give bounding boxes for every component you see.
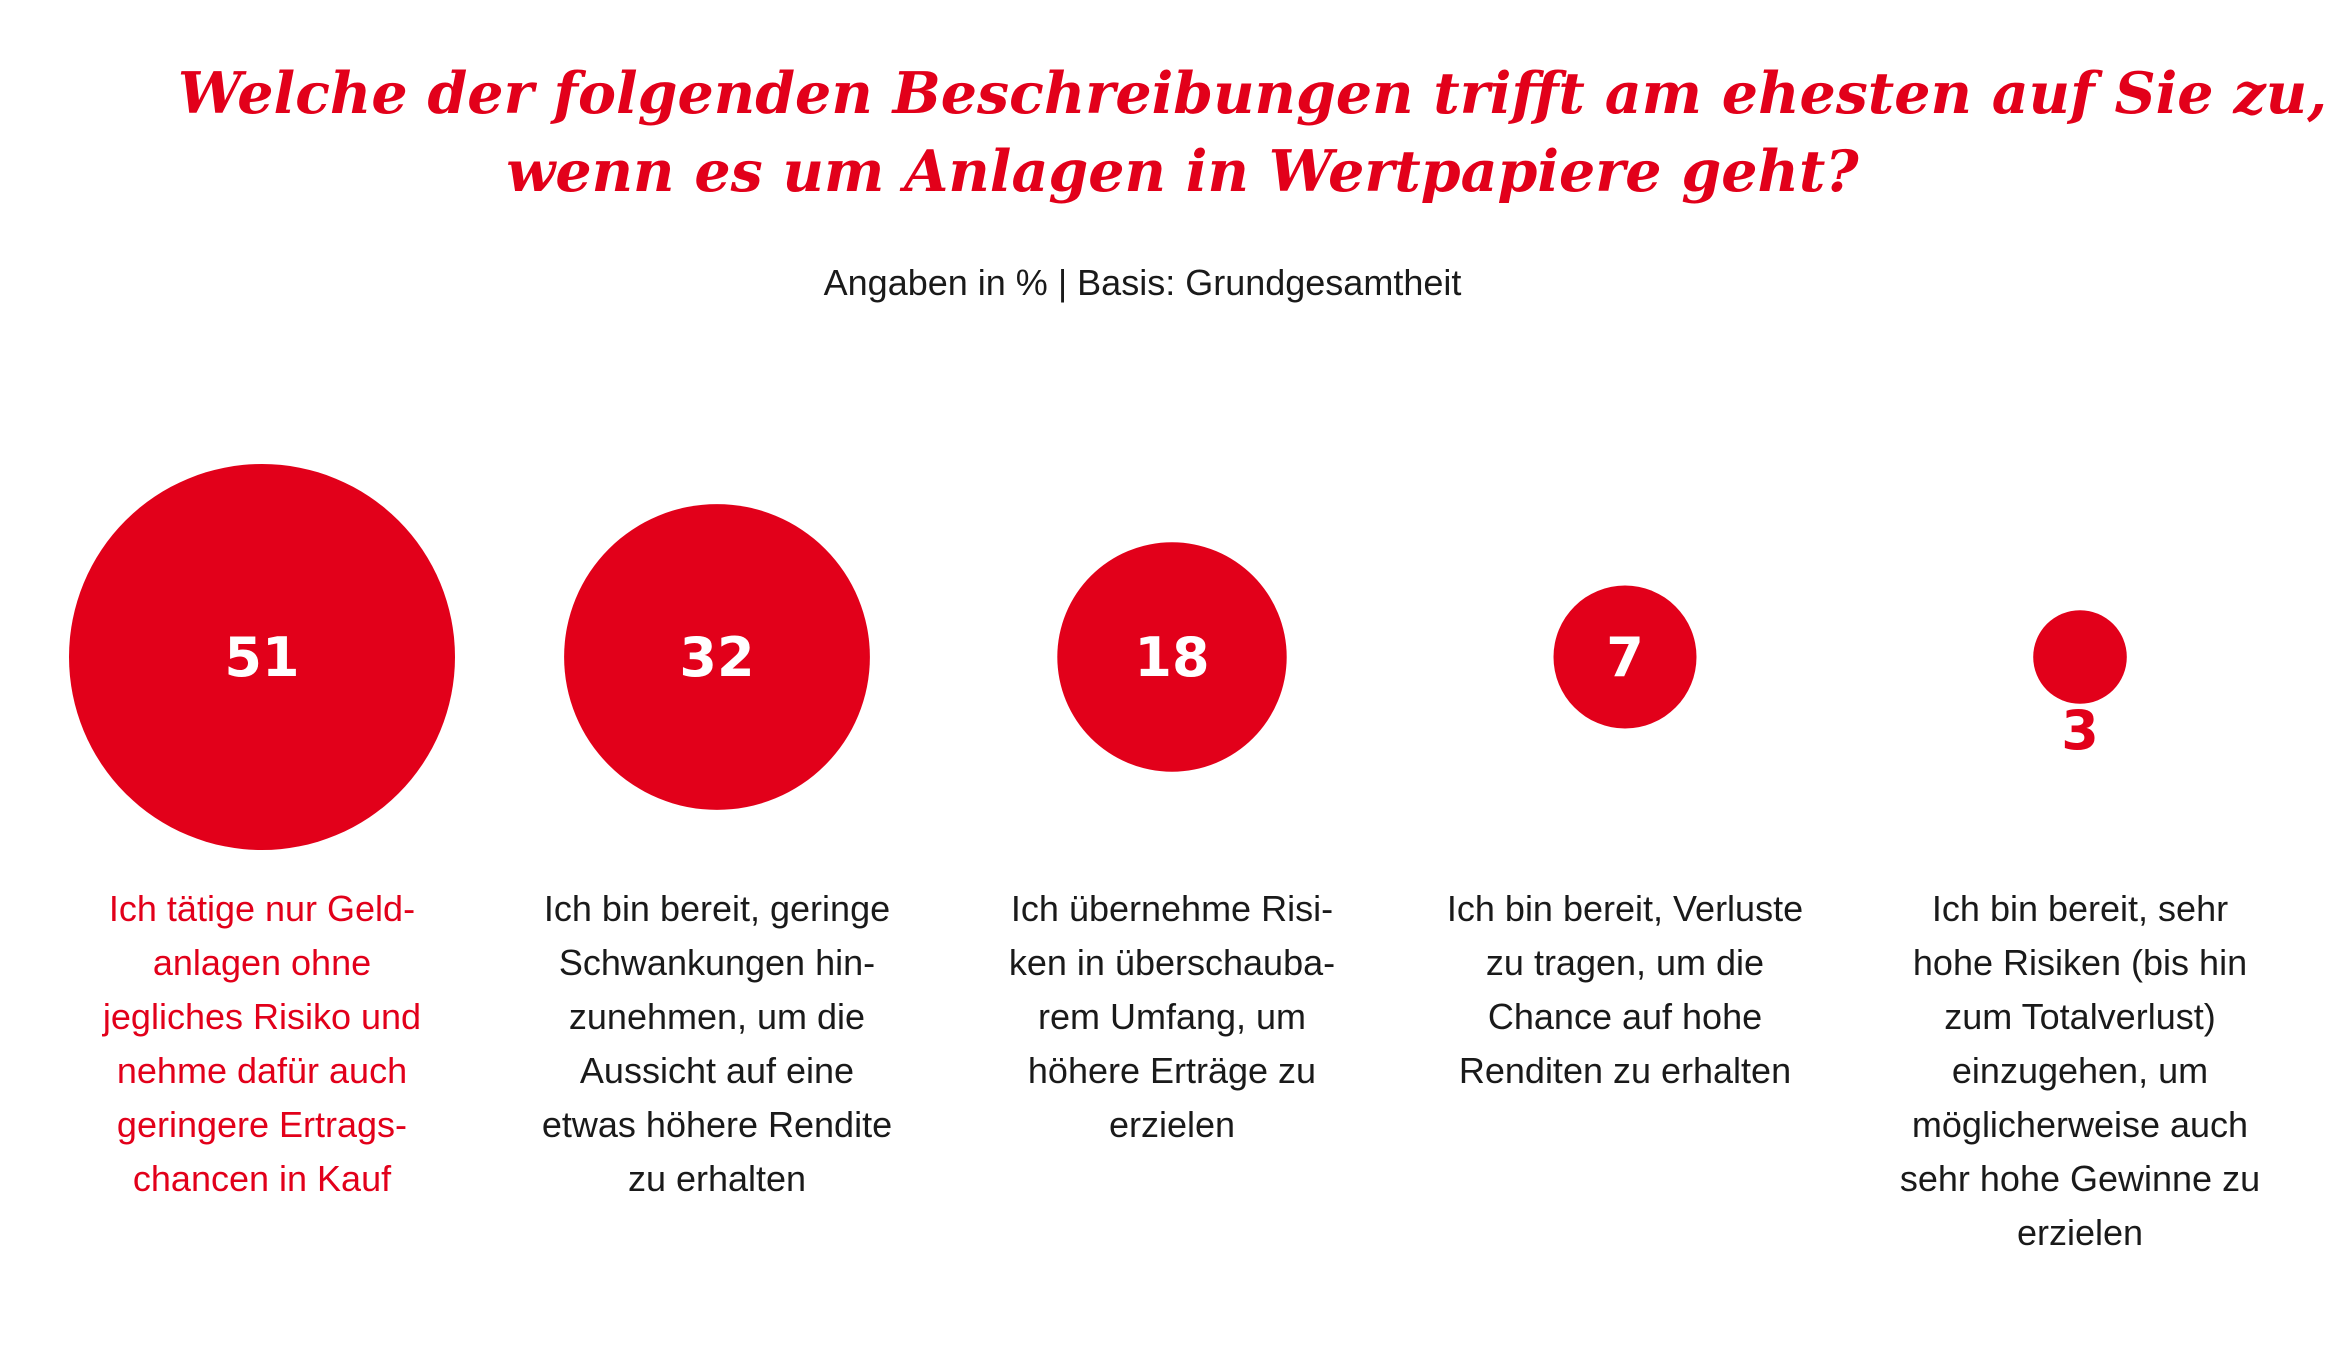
bubble xyxy=(69,464,455,850)
chart-title: Welche der folgenden Beschreibungen trif… xyxy=(0,55,2335,211)
description-line: Ich bin bereit, Verluste xyxy=(1447,888,1803,929)
description-line: ken in überschauba- xyxy=(1009,942,1335,983)
bubble-group: 18 Ich übernehme Risi-ken in überschauba-… xyxy=(1009,542,1335,1145)
category-description: Ich tätige nur Geld-anlagen ohne jegliche… xyxy=(102,888,421,1199)
description-line: sehr hohe Gewinne zu xyxy=(1900,1158,2260,1199)
value-label: 32 xyxy=(679,626,754,689)
description-line: erzielen xyxy=(2017,1212,2143,1253)
description-line: rem Umfang, um xyxy=(1038,996,1306,1037)
description-line: etwas höhere Rendite xyxy=(542,1104,892,1145)
description-line: Renditen zu erhalten xyxy=(1459,1050,1791,1091)
description-line: erzielen xyxy=(1109,1104,1235,1145)
value-label: 7 xyxy=(1606,626,1644,689)
description-line: Schwankungen hin- xyxy=(559,942,875,983)
value-label: 3 xyxy=(2061,699,2099,762)
description-line: möglicherweise auch xyxy=(1912,1104,2248,1145)
description-line: höhere Erträge zu xyxy=(1028,1050,1316,1091)
bubble-group: 3 Ich bin bereit, sehr hohe Risiken (bis h… xyxy=(1900,610,2260,1253)
description-line: anlagen ohne xyxy=(153,942,371,983)
bubble xyxy=(564,504,870,810)
description-line: zu erhalten xyxy=(628,1158,806,1199)
chart-title-line-2: wenn es um Anlagen in Wertpapiere geht? xyxy=(506,138,1859,205)
category-description: Ich bin bereit, sehr hohe Risiken (bis hi… xyxy=(1900,888,2260,1253)
description-line: Chance auf hohe xyxy=(1488,996,1762,1037)
bubble-group: 51 Ich tätige nur Geld-anlagen ohne jeglic… xyxy=(69,464,455,1199)
description-line: zunehmen, um die xyxy=(569,996,865,1037)
bubble-group: 7 Ich bin bereit, Verluste zu tragen, um d… xyxy=(1447,585,1803,1091)
category-description: Ich bin bereit, Verluste zu tragen, um di… xyxy=(1447,888,1803,1091)
bubble-group: 32 Ich bin bereit, geringe Schwankungen hi… xyxy=(542,504,892,1199)
description-line: nehme dafür auch xyxy=(117,1050,407,1091)
chart-subtitle: Angaben in % | Basis: Grundgesamtheit xyxy=(823,262,1462,303)
bubble xyxy=(1057,542,1287,772)
category-description: Ich bin bereit, geringe Schwankungen hin-… xyxy=(542,888,892,1199)
description-line: Ich übernehme Risi- xyxy=(1011,888,1333,929)
value-label: 18 xyxy=(1134,626,1209,689)
description-line: einzugehen, um xyxy=(1952,1050,2208,1091)
description-line: zum Totalverlust) xyxy=(1944,996,2215,1037)
description-line: Ich bin bereit, geringe xyxy=(544,888,890,929)
chart-title-line-1: Welche der folgenden Beschreibungen trif… xyxy=(177,60,2328,127)
description-line: Ich tätige nur Geld- xyxy=(109,888,415,929)
category-description: Ich übernehme Risi-ken in überschauba-re… xyxy=(1009,888,1335,1145)
description-line: Aussicht auf eine xyxy=(580,1050,854,1091)
description-line: zu tragen, um die xyxy=(1486,942,1764,983)
description-line: Ich bin bereit, sehr xyxy=(1932,888,2228,929)
bubble xyxy=(2033,610,2127,704)
bubble xyxy=(1553,585,1697,729)
description-line: chancen in Kauf xyxy=(133,1158,392,1199)
value-label: 51 xyxy=(224,626,299,689)
description-line: geringere Ertrags- xyxy=(117,1104,407,1145)
description-line: jegliches Risiko und xyxy=(102,996,421,1037)
description-line: hohe Risiken (bis hin xyxy=(1913,942,2247,983)
